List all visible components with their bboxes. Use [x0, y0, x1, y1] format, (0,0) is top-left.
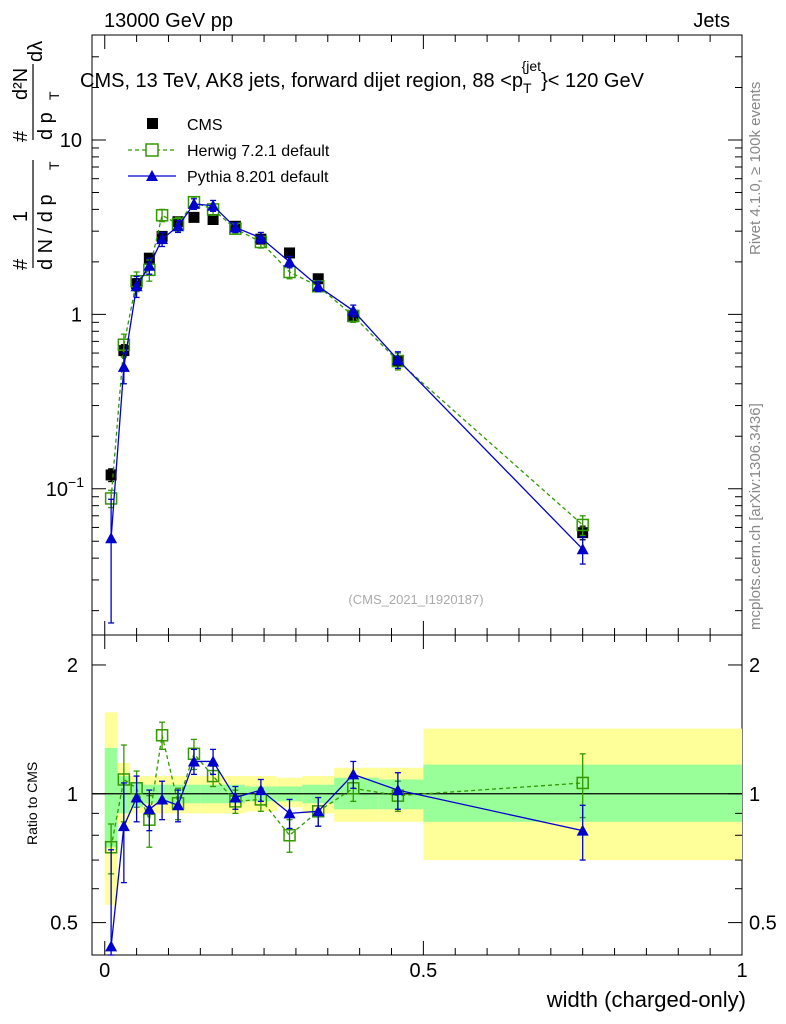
ratio-y-tick-label: 1 [67, 784, 78, 806]
data-point [576, 518, 589, 532]
data-point [130, 280, 143, 292]
data-point [117, 338, 131, 351]
data-point [143, 259, 156, 271]
header-collision-label: 13000 GeV pp [104, 10, 233, 32]
ratio-series-layer [104, 721, 589, 956]
main-y-tick-label: 1 [71, 304, 82, 326]
ratio-y-tick-label-right: 1 [749, 784, 760, 806]
series-herwig [104, 195, 589, 537]
legend-cms-marker [147, 118, 158, 129]
band-inner-bin [104, 747, 118, 848]
main-y-tick-label: 10 [60, 130, 82, 152]
main-x-axis-ticks [104, 35, 743, 635]
data-point [283, 829, 296, 842]
data-point [312, 280, 325, 292]
main-series-layer [104, 195, 589, 624]
data-point [187, 197, 200, 209]
data-point [117, 360, 130, 372]
rivet-version-label: Rivet 4.1.0, ≥ 100k events [747, 82, 764, 255]
main-y-axis: 10−1 1 10 [46, 34, 742, 612]
data-point [105, 940, 118, 952]
data-point [576, 776, 589, 790]
data-point [347, 768, 360, 780]
data-point [229, 791, 242, 803]
x-tick-label: 0.5 [409, 960, 437, 982]
x-tick-label: 1 [736, 960, 747, 982]
ratio-y-axis: 0.5 0.5 1 1 2 2 [50, 655, 777, 935]
mcplots-reference-label: mcplots.cern.ch [arXiv:1306.3436] [747, 403, 764, 630]
ratio-y-tick-label-right: 2 [749, 655, 760, 677]
data-point [254, 231, 267, 243]
data-point [284, 247, 296, 259]
legend: CMS Herwig 7.2.1 default Pythia 8.201 de… [128, 117, 330, 186]
series-pythia [105, 197, 589, 624]
ratio-series-line [110, 735, 583, 848]
data-point [155, 729, 169, 742]
ratio-y-tick-label: 0.5 [50, 913, 78, 935]
main-y-axis-label: # 1 d N / d p T # d²N d p T dλ [10, 41, 62, 270]
header-category-label: Jets [693, 10, 730, 32]
data-point [130, 791, 143, 803]
data-point [576, 543, 589, 555]
ylabel-dlambda: dλ [25, 41, 47, 62]
ylabel-fraction-numerator: 1 [10, 211, 32, 222]
data-point [347, 304, 360, 316]
title-sub: T [523, 80, 532, 96]
data-point [155, 209, 169, 222]
data-point [172, 799, 185, 811]
ratio-series-pythia [105, 748, 589, 956]
data-point [187, 755, 200, 767]
ratio-y-tick-label-right: 0.5 [749, 913, 777, 935]
data-point [229, 221, 242, 233]
ratio-y-axis-label: Ratio to CMS [24, 762, 40, 845]
legend-pythia-marker [146, 170, 158, 181]
data-point [105, 469, 117, 481]
title-main: CMS, 13 TeV, AK8 jets, forward dijet reg… [80, 70, 523, 92]
legend-herwig-marker [145, 143, 159, 157]
data-point [156, 793, 169, 805]
data-point [156, 233, 169, 245]
data-point [576, 824, 589, 836]
data-point [254, 784, 267, 796]
ylabel-second-numerator: d²N [10, 68, 32, 100]
title-tail: }< 120 GeV [541, 70, 645, 92]
ratio-x-axis: 0 0.5 1 [99, 635, 748, 982]
data-point [172, 220, 185, 232]
data-point [207, 213, 219, 225]
legend-herwig-label: Herwig 7.2.1 default [187, 143, 330, 160]
data-point [143, 803, 156, 815]
x-tick-label: 0 [99, 960, 110, 982]
data-point [283, 255, 296, 267]
title-sup: {jet [522, 58, 542, 74]
ylabel-second-denominator: d p [35, 112, 57, 140]
series-cms [105, 211, 589, 541]
data-point [312, 273, 324, 285]
ylabel-hash: # [10, 258, 32, 270]
x-axis-label: width (charged-only) [546, 987, 746, 1012]
data-point [188, 211, 200, 223]
analysis-watermark: (CMS_2021_I1920187) [348, 592, 483, 607]
ylabel-sub-t: T [46, 161, 62, 170]
ratio-y-tick-label: 2 [67, 655, 78, 677]
data-point [207, 755, 220, 767]
ylabel-sub-t-2: T [46, 91, 62, 100]
data-point [391, 353, 404, 365]
ylabel-fraction-denominator: d N / d p [35, 194, 57, 270]
main-y-tick-label: 10−1 [46, 474, 84, 501]
data-point [312, 805, 325, 817]
data-point [207, 199, 220, 211]
data-point [391, 784, 404, 796]
data-point [117, 820, 130, 832]
series-line [110, 203, 584, 550]
ylabel-hash-2: # [10, 130, 32, 142]
legend-cms-label: CMS [187, 117, 223, 134]
legend-pythia-label: Pythia 8.201 default [187, 169, 329, 186]
data-point [283, 807, 296, 819]
chart-title: CMS, 13 TeV, AK8 jets, forward dijet reg… [80, 58, 645, 96]
data-point [105, 532, 118, 544]
